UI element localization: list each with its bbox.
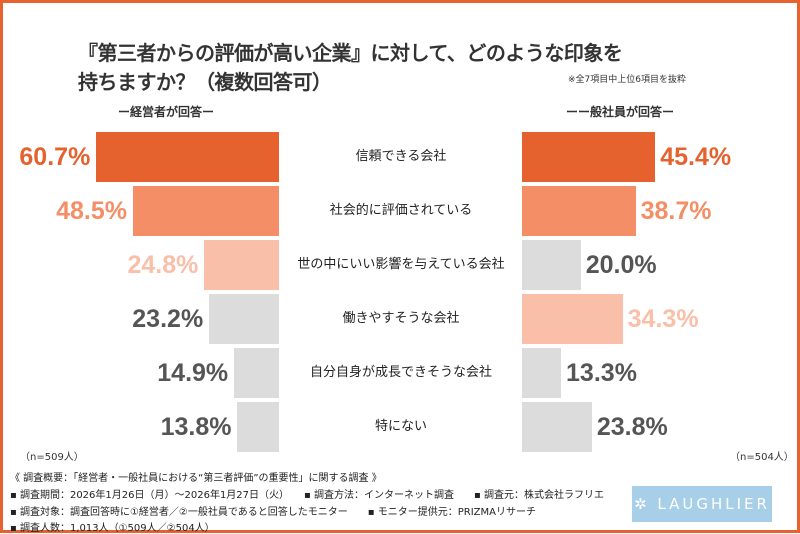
left-bar xyxy=(204,240,279,290)
category-label: 世の中にいい影響を与えている会社 xyxy=(297,257,505,272)
left-value-label: 60.7% xyxy=(19,143,91,171)
right-value-label: 13.3% xyxy=(566,359,637,387)
left-series-label: ー経営者が回答ー xyxy=(118,105,215,119)
left-value-label: 23.2% xyxy=(132,305,204,333)
right-bar xyxy=(522,240,581,290)
left-n: （n=509人） xyxy=(20,452,84,463)
right-n: （n=504人） xyxy=(730,452,794,463)
category-label: 社会的に評価されている xyxy=(329,203,473,218)
footer-line-1: 《 調査概要：「経営者・一般社員における“第三者評価”の重要性」に関する調査 》 xyxy=(10,473,382,484)
footer-line-4: ▪ 調査人数：1,013人（①509人／②504人） xyxy=(10,523,215,534)
laughlier-logo: ✲ LAUGHLIER xyxy=(632,486,772,522)
right-series-label: ーー般社員が回答ー xyxy=(566,105,675,119)
right-bar xyxy=(522,294,623,344)
right-value-label: 38.7% xyxy=(640,197,712,225)
right-bar xyxy=(522,402,592,452)
left-bar xyxy=(237,402,279,452)
category-label: 自分自身が成長できそうな会社 xyxy=(309,365,492,380)
right-bar xyxy=(522,186,636,236)
chart-title-line1: 『第三者からの評価が高い企業』に対して、どのような印象を xyxy=(78,41,623,65)
category-label: 働きやすそうな会社 xyxy=(342,311,460,326)
right-value-label: 45.4% xyxy=(660,143,732,171)
left-value-label: 13.8% xyxy=(160,413,232,441)
category-label: 信頼できる会社 xyxy=(355,149,447,164)
right-value-label: 34.3% xyxy=(627,305,699,333)
left-bar xyxy=(234,348,279,398)
right-value-label: 20.0% xyxy=(585,251,657,279)
left-bar xyxy=(209,294,279,344)
chart-title-line2: 持ちますか？（複数回答可） xyxy=(78,70,332,94)
right-value-label: 23.8% xyxy=(596,413,668,441)
right-bar xyxy=(522,348,562,398)
category-label: 特にない xyxy=(374,419,427,434)
left-value-label: 48.5% xyxy=(56,197,128,225)
footer-line-3: ▪ 調査対象：調査回答時に①経営者／②一般社員であると回答したモニター ▪ モニ… xyxy=(10,507,536,518)
right-bar xyxy=(522,132,656,182)
left-bar xyxy=(96,132,279,182)
left-value-label: 24.8% xyxy=(127,251,199,279)
left-bar xyxy=(133,186,279,236)
note: ※全7項目中上位6項目を抜粋 xyxy=(568,75,686,85)
left-value-label: 14.9% xyxy=(157,359,229,387)
footer-line-2: ▪ 調査期間：2026年1月26日（月）～2026年1月27日（火） ▪ 調査方… xyxy=(10,490,604,501)
